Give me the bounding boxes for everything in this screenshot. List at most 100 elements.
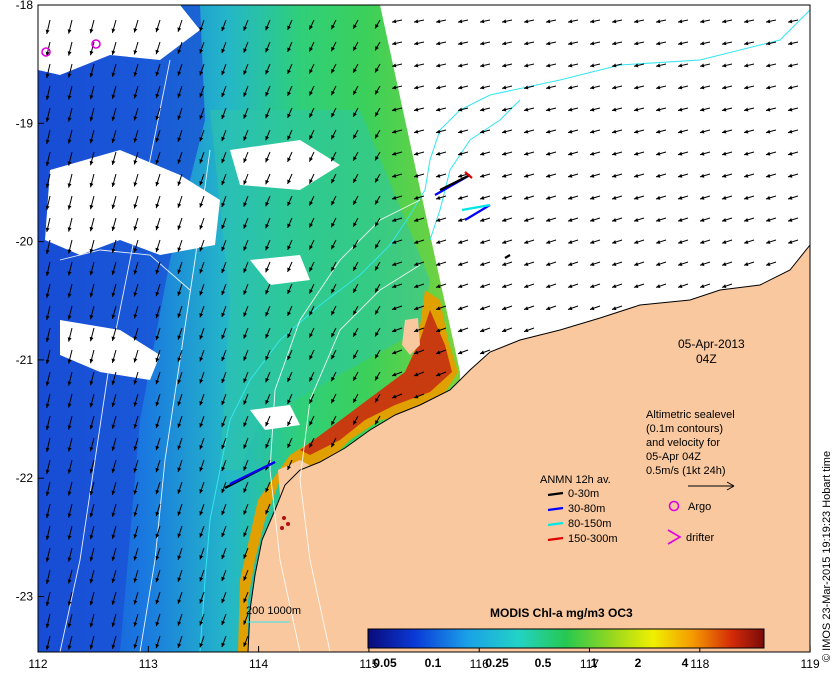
velocity-arrowhead [177, 599, 182, 604]
velocity-arrowhead [133, 72, 138, 77]
velocity-arrowhead [546, 173, 551, 178]
velocity-arrowhead [111, 556, 116, 561]
anmn-legend: ANMN 12h av. 0-30m 30-80m 80-150m 150-300m [540, 474, 618, 545]
velocity-arrowhead [265, 355, 270, 361]
velocity-arrowhead [436, 85, 441, 90]
velocity-arrowhead [221, 554, 226, 560]
velocity-arrowhead [331, 376, 335, 382]
velocity-arrowhead [221, 158, 226, 164]
velocity-arrowhead [67, 601, 72, 606]
colorbar-tick-label: 0.05 [373, 656, 397, 670]
velocity-arrowhead [221, 334, 226, 340]
velocity-arrowhead [265, 443, 270, 449]
velocity-arrowhead [67, 117, 72, 122]
velocity-arrowhead [612, 151, 617, 156]
velocity-arrowhead [375, 332, 379, 337]
velocity-arrowhead [436, 173, 441, 178]
velocity-arrowhead [309, 91, 313, 96]
velocity-arrowhead [331, 134, 335, 140]
velocity-arrowhead [45, 51, 50, 56]
velocity-arrowhead [524, 129, 529, 134]
velocity-arrowhead [243, 246, 248, 251]
anmn-legend-swatch [547, 536, 564, 542]
velocity-arrowhead [502, 151, 507, 156]
velocity-arrowhead [546, 107, 551, 112]
velocity-arrowhead [67, 227, 72, 232]
velocity-arrowhead [221, 290, 226, 296]
velocity-arrowhead [392, 173, 397, 178]
velocity-arrowhead [287, 421, 291, 426]
velocity-arrowhead [524, 41, 529, 46]
velocity-arrowhead [199, 488, 204, 494]
velocity-arrowhead [89, 578, 94, 584]
velocity-arrowhead [243, 598, 248, 603]
altimetry-line-2: (0.1m contours) [646, 423, 723, 435]
velocity-arrowhead [155, 335, 160, 341]
velocity-arrowhead [199, 532, 204, 538]
velocity-arrowhead [45, 645, 50, 650]
velocity-arrowhead [436, 240, 441, 244]
velocity-arrowhead [524, 151, 529, 156]
velocity-arrowhead [766, 63, 771, 68]
velocity-arrowhead [458, 85, 463, 90]
velocity-arrowhead [155, 533, 160, 539]
lat-tick-label: -18 [16, 0, 34, 12]
velocity-arrowhead [634, 63, 639, 68]
velocity-arrowhead [221, 246, 226, 252]
velocity-arrowhead [788, 173, 793, 178]
lat-tick-label: -21 [16, 353, 34, 367]
velocity-arrowhead [590, 217, 595, 222]
velocity-arrowhead [199, 158, 204, 164]
velocity-arrowhead [199, 510, 204, 516]
velocity-arrowhead [331, 442, 335, 448]
velocity-arrowhead [111, 248, 116, 253]
velocity-arrowhead [111, 600, 116, 605]
velocity-arrowhead [788, 107, 793, 112]
velocity-arrowhead [436, 350, 441, 355]
velocity-arrowhead [414, 195, 419, 200]
velocity-arrowhead [45, 425, 50, 430]
velocity-arrowhead [656, 107, 661, 112]
velocity-arrowhead [788, 85, 793, 90]
velocity-arrowhead [155, 379, 160, 385]
velocity-arrowhead [700, 217, 705, 222]
colorbar-title: MODIS Chl-a mg/m3 OC3 [490, 606, 633, 620]
velocity-arrowhead [331, 46, 335, 52]
velocity-arrowhead [221, 224, 226, 230]
velocity-arrowhead [634, 262, 639, 266]
velocity-arrowhead [133, 402, 138, 407]
lat-tick-label: -19 [16, 116, 34, 130]
velocity-arrowhead [414, 328, 419, 333]
velocity-arrowhead [177, 115, 182, 120]
anmn-mooring-vectors [224, 171, 511, 489]
velocity-arrowhead [392, 63, 397, 68]
velocity-arrowhead [155, 643, 160, 649]
velocity-arrowhead [656, 41, 661, 46]
velocity-arrowhead [265, 289, 270, 295]
velocity-arrowhead [155, 115, 160, 121]
velocity-arrowhead [590, 107, 595, 112]
velocity-arrowhead [744, 151, 749, 156]
velocity-arrowhead [67, 293, 72, 298]
anmn-legend-label: 80-150m [568, 518, 611, 530]
velocity-arrowhead [199, 312, 204, 318]
velocity-arrowhead [353, 420, 357, 425]
velocity-arrowhead [177, 379, 182, 384]
velocity-arrowhead [265, 201, 270, 207]
velocity-arrowhead [612, 41, 617, 46]
velocity-arrowhead [375, 178, 379, 183]
velocity-arrowhead [744, 129, 749, 134]
velocity-arrowhead [458, 350, 463, 355]
velocity-arrowhead [480, 151, 485, 156]
velocity-arrowhead [612, 284, 617, 289]
velocity-arrowhead [155, 71, 160, 77]
velocity-arrowhead [89, 468, 94, 474]
credit-text: © IMOS 23-Mar-2015 19:19:23 Hobart time [821, 451, 833, 662]
velocity-arrowhead [458, 195, 463, 200]
velocity-arrowhead [111, 160, 116, 165]
velocity-arrowhead [458, 217, 463, 222]
velocity-arrowhead [331, 398, 335, 404]
velocity-arrowhead [568, 306, 573, 311]
velocity-arrowhead [766, 151, 771, 156]
velocity-arrowhead [458, 284, 463, 289]
